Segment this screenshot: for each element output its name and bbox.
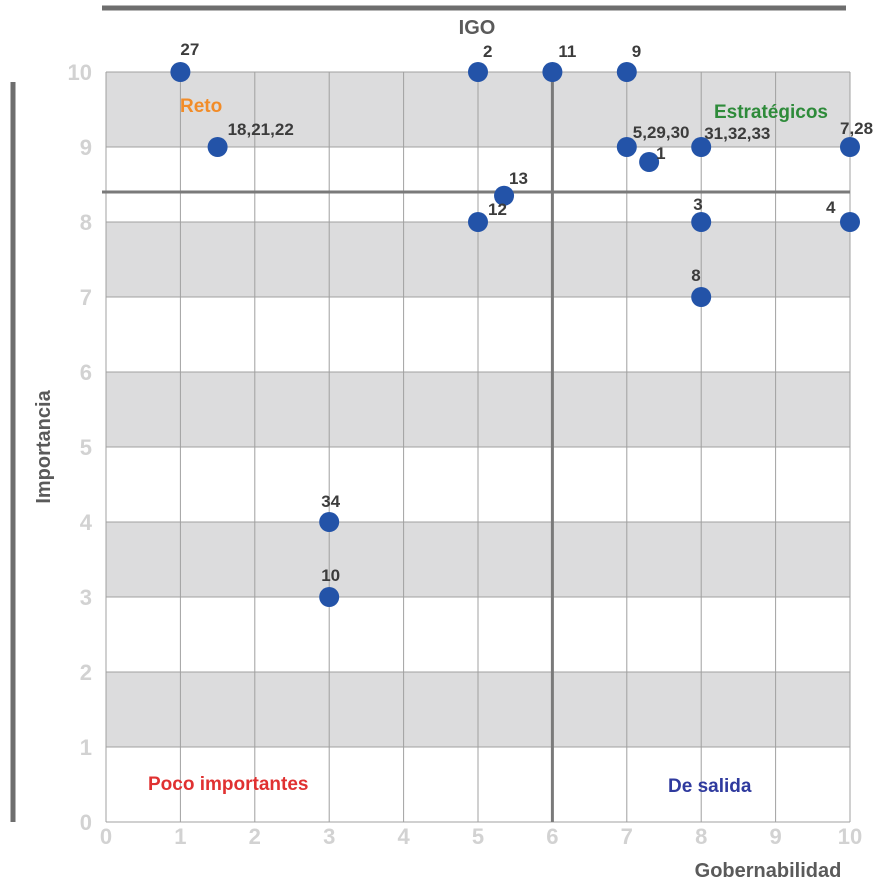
x-tick-label: 5 [472,824,484,849]
y-axis-title: Importancia [33,389,55,503]
y-tick-label: 5 [80,435,92,460]
y-tick-label: 1 [80,735,92,760]
point-label: 3 [693,195,702,214]
data-point [468,62,488,82]
data-point [616,62,637,82]
point-label: 8 [691,266,700,285]
point-label: 9 [632,42,641,61]
quadrant-label: Poco importantes [148,774,308,795]
point-label: 7,28 [840,119,873,138]
x-tick-label: 1 [174,824,186,849]
y-tick-label: 4 [80,510,93,535]
y-tick-label: 3 [80,585,92,610]
point-label: 11 [558,42,576,61]
point-label: 34 [321,492,340,511]
y-tick-label: 7 [80,285,92,310]
grid-lines [105,71,851,823]
data-point [691,137,712,157]
point-label: 27 [180,40,199,59]
data-point [691,212,712,232]
y-tick-label: 8 [80,210,92,235]
data-point [170,62,191,82]
x-axis-title: Gobernabilidad [695,860,842,882]
y-tick-label: 2 [80,660,92,685]
point-label: 13 [509,169,528,188]
x-tick-label: 4 [397,824,410,849]
y-tick-label: 9 [80,135,92,160]
x-tick-label: 3 [323,824,335,849]
x-tick-label: 0 [100,824,112,849]
y-tick-label: 6 [80,360,92,385]
point-label: 10 [321,566,340,585]
point-label: 18,21,22 [228,120,294,139]
data-point [207,137,228,157]
data-point [616,137,637,157]
quadrant-dividers [102,72,850,822]
x-tick-label: 2 [249,824,261,849]
data-point [840,137,860,157]
x-tick-labels: 0 1 2 3 4 5 6 7 8 9 10 [100,824,862,849]
x-tick-label: 8 [695,824,707,849]
data-point [494,185,515,206]
point-label: 5,29,30 [633,123,690,142]
y-tick-labels: 0 1 2 3 4 5 6 7 8 9 10 [68,60,93,835]
quadrant-labels: Reto Estratégicos Poco importantes De salid… [148,96,828,797]
chart-title: IGO [459,17,496,39]
quadrant-label: De salida [668,776,752,797]
data-point [319,587,340,607]
y-tick-label: 0 [80,810,92,835]
data-point [691,287,712,307]
x-tick-label: 10 [838,824,862,849]
point-label: 2 [483,42,492,61]
quadrant-label: Estratégicos [714,102,828,123]
data-point [319,512,340,532]
quadrant-label: Reto [180,96,222,117]
point-label: 31,32,33 [704,124,770,143]
x-tick-label: 9 [769,824,781,849]
point-label: 12 [488,200,507,219]
point-label: 4 [826,198,836,217]
data-point [468,212,488,232]
data-point [840,212,860,232]
data-point [639,152,660,172]
data-point [542,62,563,82]
y-tick-label: 10 [68,60,92,85]
point-label: 1 [656,144,665,163]
x-tick-label: 7 [621,824,633,849]
x-tick-label: 6 [546,824,558,849]
